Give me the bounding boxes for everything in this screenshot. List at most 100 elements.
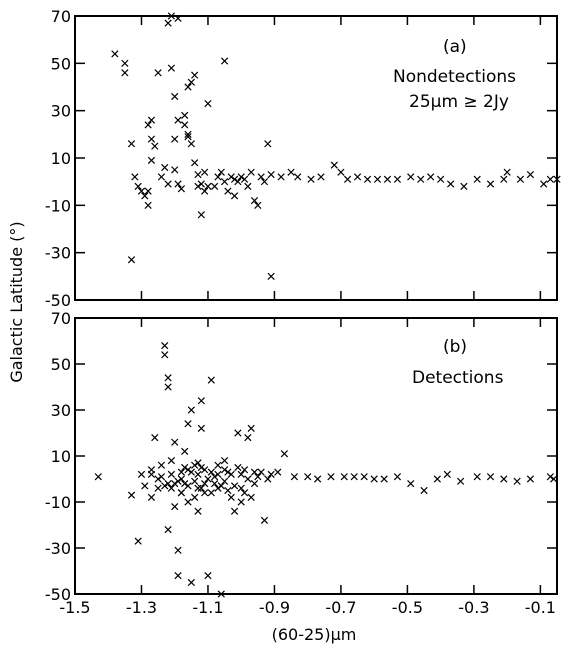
data-point — [317, 173, 325, 181]
data-point — [330, 161, 338, 169]
data-point — [267, 272, 275, 280]
data-point — [234, 178, 242, 186]
data-point — [121, 69, 129, 77]
data-point — [230, 175, 239, 183]
data-point — [240, 175, 249, 183]
data-point — [171, 166, 179, 174]
y-tick-label: -10 — [45, 493, 71, 512]
x-tick-label: -1.5 — [59, 598, 90, 617]
data-point — [224, 187, 232, 195]
data-point — [420, 486, 428, 495]
data-point — [184, 133, 192, 141]
data-point — [194, 170, 202, 179]
data-point — [500, 475, 508, 483]
data-point — [546, 175, 554, 183]
data-point — [260, 516, 269, 525]
y-tick-label: 50 — [51, 54, 71, 73]
data-point — [164, 525, 172, 534]
data-point — [234, 463, 242, 472]
data-point — [247, 493, 255, 502]
data-point — [240, 489, 249, 497]
data-point — [177, 468, 185, 476]
data-point — [147, 116, 156, 124]
data-point — [516, 175, 525, 183]
data-point — [197, 397, 205, 405]
x-tick-label: -0.9 — [259, 598, 290, 617]
x-tick-label: -1.3 — [126, 598, 157, 617]
data-point — [486, 180, 495, 188]
x-tick-label: -1.1 — [192, 598, 223, 617]
data-point — [111, 50, 119, 58]
data-point — [370, 475, 378, 483]
data-point — [184, 130, 192, 138]
data-point — [191, 71, 199, 79]
data-point — [184, 420, 192, 428]
data-point — [197, 180, 205, 188]
panel-b-y-ticks: 70 50 30 10 -10 -30 -50 — [45, 309, 557, 604]
data-point — [127, 491, 136, 499]
data-point — [197, 211, 205, 219]
data-point — [220, 456, 229, 465]
data-point — [204, 475, 212, 483]
y-tick-label: -50 — [45, 291, 71, 310]
data-point — [174, 116, 182, 124]
data-point — [407, 479, 415, 488]
panel-a-annotation-1: Nondetections — [393, 67, 516, 87]
data-point — [304, 473, 312, 481]
data-point — [220, 466, 229, 474]
data-point — [473, 473, 481, 481]
data-point — [210, 473, 219, 481]
data-point — [473, 175, 481, 183]
data-point — [141, 192, 149, 200]
data-point — [191, 477, 199, 485]
data-point — [181, 479, 189, 488]
data-point — [274, 468, 282, 476]
data-point — [486, 473, 495, 481]
data-point — [217, 168, 225, 176]
data-point — [191, 493, 199, 502]
data-point — [407, 173, 415, 181]
data-point — [217, 482, 225, 490]
data-point — [210, 479, 219, 488]
data-point — [164, 374, 172, 382]
data-point — [171, 438, 179, 446]
data-point — [443, 470, 451, 479]
data-point — [503, 168, 511, 176]
data-point — [167, 470, 176, 479]
data-point — [94, 473, 102, 481]
y-tick-label: 50 — [51, 355, 71, 374]
data-point — [257, 173, 265, 181]
data-point — [137, 187, 146, 195]
data-point — [257, 468, 265, 476]
data-point — [337, 168, 345, 176]
data-point — [280, 450, 289, 458]
data-point — [201, 489, 209, 497]
data-point — [353, 173, 362, 181]
data-point — [437, 175, 445, 183]
data-point — [383, 175, 392, 183]
y-tick-label: 70 — [51, 309, 71, 328]
data-point — [277, 173, 285, 181]
data-point — [546, 473, 554, 481]
panel-b-x-ticks: -1.5 -1.3 -1.1 -0.9 -0.7 -0.5 -0.3 -0.1 — [59, 318, 556, 617]
panel-a-y-ticks: 70 50 30 10 -10 -30 -50 — [45, 7, 557, 310]
data-point — [127, 256, 136, 264]
data-point — [157, 473, 166, 481]
data-point — [526, 170, 535, 179]
data-point — [267, 170, 275, 179]
data-point — [456, 477, 465, 485]
data-point — [227, 173, 235, 181]
data-point — [174, 546, 182, 554]
data-point — [154, 475, 162, 483]
data-point — [157, 461, 166, 469]
panel-b-annotation-1: Detections — [412, 368, 504, 388]
data-point — [314, 475, 322, 483]
data-point — [220, 57, 229, 65]
data-point — [244, 475, 252, 483]
data-point — [174, 477, 182, 485]
y-tick-label: 10 — [51, 447, 71, 466]
data-point — [350, 473, 358, 481]
data-point — [433, 475, 441, 483]
data-point — [254, 201, 262, 209]
